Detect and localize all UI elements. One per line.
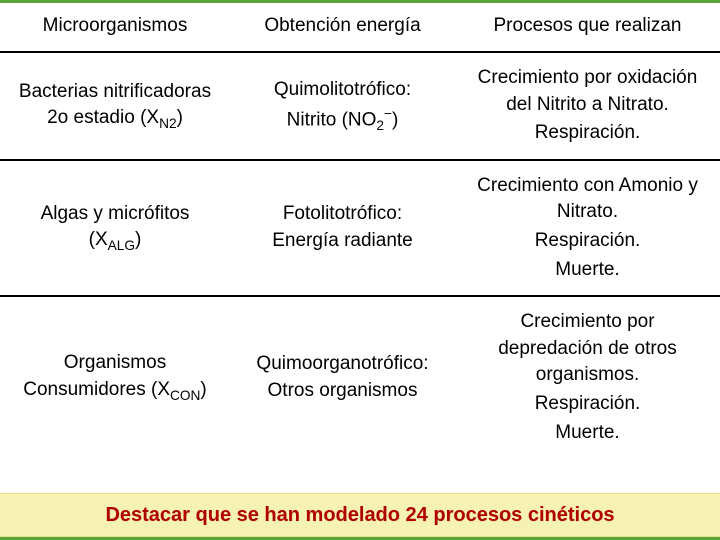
organisms-table: Microorganismos Obtención energía Proces… bbox=[0, 3, 720, 458]
header-procesos: Procesos que realizan bbox=[455, 3, 720, 52]
processes-cell: Crecimiento por depredación de otros org… bbox=[455, 296, 720, 458]
table-row: Bacterias nitrificadoras 2o estadio (XN2… bbox=[0, 52, 720, 160]
energy-line1: Quimoorganotrófico: bbox=[242, 351, 443, 378]
process-text: Respiración. bbox=[467, 120, 708, 147]
organism-text-tail: ) bbox=[177, 107, 183, 128]
process-text: Respiración. bbox=[467, 228, 708, 255]
process-text: Muerte. bbox=[467, 257, 708, 284]
organism-sub: N2 bbox=[159, 116, 176, 131]
header-energia: Obtención energía bbox=[230, 3, 455, 52]
organism-cell: Bacterias nitrificadoras 2o estadio (XN2… bbox=[0, 52, 230, 160]
process-text: Muerte. bbox=[467, 420, 708, 447]
header-microorganismos: Microorganismos bbox=[0, 3, 230, 52]
energy-cell: Quimoorganotrófico: Otros organismos bbox=[230, 296, 455, 458]
table-row: Organismos Consumidores (XCON) Quimoorga… bbox=[0, 296, 720, 458]
energy-cell: Quimolitotrófico: Nitrito (NO2−) bbox=[230, 52, 455, 160]
organism-text-lead: Organismos Consumidores (X bbox=[23, 352, 170, 400]
table-header-row: Microorganismos Obtención energía Proces… bbox=[0, 3, 720, 52]
process-text: Crecimiento con Amonio y Nitrato. bbox=[467, 173, 708, 226]
process-text: Crecimiento por oxidación del Nitrito a … bbox=[467, 65, 708, 118]
organism-cell: Organismos Consumidores (XCON) bbox=[0, 296, 230, 458]
energy-line1: Fotolitotrófico: bbox=[242, 201, 443, 228]
processes-cell: Crecimiento por oxidación del Nitrito a … bbox=[455, 52, 720, 160]
footer-text: Destacar que se han modelado 24 procesos… bbox=[105, 504, 614, 527]
organism-text-tail: ) bbox=[200, 379, 206, 400]
processes-cell: Crecimiento con Amonio y Nitrato. Respir… bbox=[455, 160, 720, 296]
organism-sub: ALG bbox=[108, 238, 135, 253]
organism-sub: CON bbox=[170, 388, 200, 403]
energy-line2: Otros organismos bbox=[242, 378, 443, 405]
process-text: Crecimiento por depredación de otros org… bbox=[467, 309, 708, 389]
energy-line2: Energía radiante bbox=[242, 228, 443, 255]
energy-line1: Quimolitotrófico: bbox=[242, 77, 443, 104]
energy-line2: Nitrito (NO2−) bbox=[242, 104, 443, 135]
energy-cell: Fotolitotrófico: Energía radiante bbox=[230, 160, 455, 296]
organism-text-tail: ) bbox=[135, 229, 141, 250]
process-text: Respiración. bbox=[467, 391, 708, 418]
organism-cell: Algas y micrófitos (XALG) bbox=[0, 160, 230, 296]
table-row: Algas y micrófitos (XALG) Fotolitotrófic… bbox=[0, 160, 720, 296]
footer-highlight-bar: Destacar que se han modelado 24 procesos… bbox=[0, 493, 720, 537]
